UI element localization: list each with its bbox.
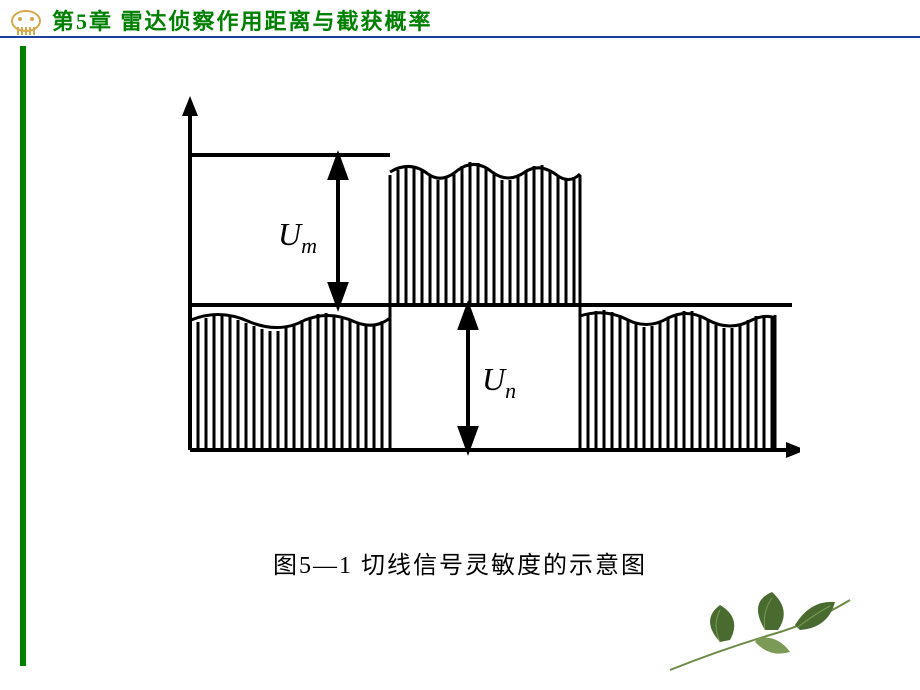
chapter-title: 第5章 雷达侦察作用距离与截获概率	[52, 4, 433, 36]
label-un: U	[482, 361, 507, 397]
label-um-sub: m	[301, 233, 317, 258]
mascot-icon	[8, 5, 44, 35]
label-um: U	[278, 216, 303, 252]
figure-caption: 图5—1 切线信号灵敏度的示意图	[0, 545, 920, 580]
svg-text:Un: Un	[482, 361, 516, 403]
figure-diagram: Um Un	[120, 90, 800, 530]
svg-text:Um: Um	[278, 216, 317, 258]
header: 第5章 雷达侦察作用距离与截获概率	[0, 0, 920, 38]
label-un-sub: n	[505, 378, 516, 403]
leaf-decoration-icon	[660, 580, 860, 680]
